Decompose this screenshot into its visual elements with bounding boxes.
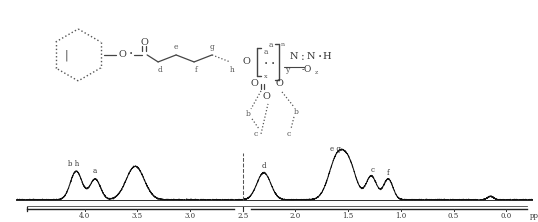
- Text: c: c: [254, 130, 258, 138]
- Text: d: d: [158, 66, 162, 74]
- Text: 0.0: 0.0: [501, 212, 512, 220]
- Text: h: h: [230, 66, 235, 74]
- Text: O: O: [262, 92, 270, 101]
- Text: e g: e g: [330, 145, 341, 153]
- Text: n: n: [281, 42, 285, 48]
- Text: ·: ·: [318, 50, 322, 64]
- Text: z: z: [314, 70, 317, 75]
- Text: x: x: [264, 74, 268, 79]
- Text: H: H: [323, 52, 331, 61]
- Text: 1.0: 1.0: [395, 212, 407, 220]
- Text: :: :: [301, 52, 305, 62]
- Text: 0.5: 0.5: [448, 212, 459, 220]
- Text: O: O: [250, 79, 258, 88]
- Text: a: a: [269, 41, 273, 49]
- Text: g: g: [210, 43, 215, 51]
- Text: 4.0: 4.0: [79, 212, 90, 220]
- Text: O: O: [275, 79, 283, 88]
- Text: d: d: [261, 162, 266, 170]
- Text: ·: ·: [264, 57, 268, 71]
- Text: 3.5: 3.5: [132, 212, 143, 220]
- Text: c: c: [370, 166, 374, 174]
- Text: b: b: [245, 110, 251, 118]
- Text: N: N: [307, 52, 315, 61]
- Text: b h: b h: [68, 160, 80, 168]
- Text: ppm: ppm: [529, 212, 538, 220]
- Text: f: f: [387, 169, 390, 177]
- Text: O: O: [118, 50, 126, 59]
- Text: 3.0: 3.0: [185, 212, 196, 220]
- Text: a: a: [93, 167, 97, 175]
- Text: ·: ·: [129, 47, 133, 61]
- Text: |: |: [65, 49, 68, 61]
- Text: f: f: [195, 66, 197, 74]
- Text: -O: -O: [302, 65, 312, 74]
- Text: N: N: [290, 52, 298, 61]
- Text: ·: ·: [271, 57, 275, 71]
- Text: 2.5: 2.5: [237, 212, 249, 220]
- Text: c: c: [287, 130, 291, 138]
- Text: O: O: [140, 38, 148, 48]
- Text: 2.0: 2.0: [290, 212, 301, 220]
- Text: 1.5: 1.5: [343, 212, 354, 220]
- Text: e: e: [174, 43, 178, 51]
- Text: y: y: [285, 66, 289, 74]
- Text: O: O: [242, 57, 250, 66]
- Text: a: a: [264, 48, 268, 56]
- Text: b: b: [294, 108, 299, 116]
